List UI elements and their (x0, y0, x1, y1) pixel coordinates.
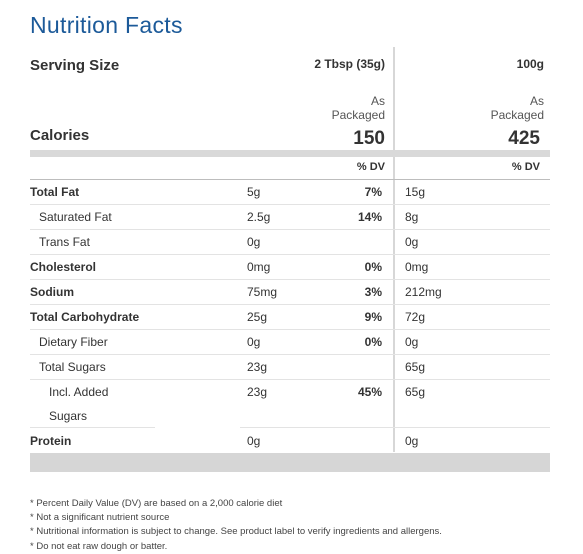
column-divider (393, 47, 395, 452)
nutrient-amount-serving: 0g (247, 235, 261, 249)
nutrient-amount-100g: 65g (405, 385, 426, 399)
row-divider (30, 229, 550, 230)
nutrient-dv: 0% (364, 335, 382, 349)
nutrient-amount-100g: 212mg (405, 285, 442, 299)
serving-size-100g: 100g (516, 57, 544, 71)
nutrient-amount-serving: 75mg (247, 285, 278, 299)
row-divider (30, 304, 550, 305)
row-divider (30, 354, 550, 355)
table-bottom-bar (30, 453, 550, 472)
nutrient-amount-serving: 23g (247, 385, 268, 399)
row-divider (30, 329, 550, 330)
nutrient-amount-100g: 15g (405, 185, 426, 199)
nutrient-dv: 0% (364, 260, 382, 274)
nutrient-name: Protein (30, 434, 72, 448)
nutrient-name: Total Fat (30, 185, 80, 199)
nutrient-amount-100g: 72g (405, 310, 426, 324)
footnote-subject-to-change: * Nutritional information is subject to … (30, 526, 442, 538)
nutrient-amount-100g: 0g (405, 235, 419, 249)
nutrient-amount-100g: 0g (405, 434, 419, 448)
column-header-as-packaged-2: As Packaged (490, 94, 544, 122)
serving-size-packaged: 2 Tbsp (35g) (314, 57, 385, 71)
column-header-as-packaged-1: As Packaged (331, 94, 385, 122)
calories-value-serving: 150 (353, 128, 385, 149)
nutrient-amount-serving: 25g (247, 310, 268, 324)
nutrient-name: Total Sugars (39, 360, 106, 374)
nutrient-name: Dietary Fiber (39, 335, 108, 349)
dv-header-serving: % DV (356, 161, 385, 173)
dv-header-100g: % DV (511, 161, 540, 173)
nutrient-amount-serving: 5g (247, 185, 261, 199)
nutrient-name: Sodium (30, 285, 74, 299)
nutrient-amount-serving: 2.5g (247, 210, 271, 224)
nutrient-amount-serving: 0g (247, 434, 261, 448)
calories-label: Calories (30, 127, 90, 144)
nutrient-dv: 9% (364, 310, 382, 324)
row-divider (30, 279, 550, 280)
footnotes: * Percent Daily Value (DV) are based on … (30, 497, 442, 554)
row-divider (240, 427, 550, 428)
nutrient-name: Cholesterol (30, 260, 97, 274)
dv-header-divider (30, 179, 550, 180)
nutrient-amount-100g: 0g (405, 335, 419, 349)
nutrient-dv: 14% (357, 210, 382, 224)
serving-size-label: Serving Size (30, 57, 120, 74)
nutrient-name: Total Carbohydrate (30, 310, 140, 324)
calories-divider-bar (30, 150, 550, 157)
row-divider (30, 204, 550, 205)
footnote-dv: * Percent Daily Value (DV) are based on … (30, 498, 283, 509)
nutrient-amount-100g: 65g (405, 360, 426, 374)
nutrient-name: Trans Fat (39, 235, 90, 249)
nutrient-amount-100g: 0mg (405, 260, 429, 274)
nutrient-amount-100g: 8g (405, 210, 419, 224)
nutrient-name: Incl. Added Sugars (49, 385, 109, 423)
nutrient-dv: 7% (364, 185, 382, 199)
nutrient-dv: 45% (357, 385, 382, 399)
calories-value-100g: 425 (508, 128, 540, 149)
nutrition-facts-title: Nutrition Facts (30, 12, 183, 38)
nutrition-table: Serving Size 2 Tbsp (35g) 100g As Packag… (30, 47, 550, 472)
footnote-not-significant: * Not a significant nutrient source (30, 512, 170, 524)
row-divider (30, 379, 550, 380)
nutrient-amount-serving: 0g (247, 335, 261, 349)
row-divider (30, 427, 155, 428)
nutrient-name: Saturated Fat (39, 210, 112, 224)
nutrient-amount-serving: 0mg (247, 260, 271, 274)
footnote-raw-dough: * Do not eat raw dough or batter. (30, 540, 168, 552)
nutrient-dv: 3% (364, 285, 382, 299)
row-divider (30, 254, 550, 255)
nutrient-amount-serving: 23g (247, 360, 268, 374)
